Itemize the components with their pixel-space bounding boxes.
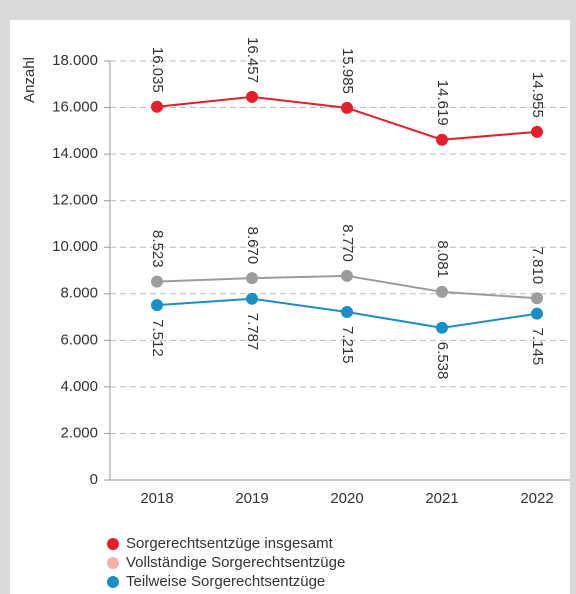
y-tick-label: 10.000 bbox=[52, 238, 98, 255]
point bbox=[246, 272, 258, 285]
data-label: 8.770 bbox=[339, 224, 356, 262]
point bbox=[531, 125, 543, 138]
data-label: 7.810 bbox=[529, 247, 546, 285]
y-tick-label: 6.000 bbox=[60, 331, 98, 348]
data-label: 8.670 bbox=[244, 227, 261, 265]
x-tick-label: 2020 bbox=[330, 490, 363, 507]
legend-marker bbox=[107, 557, 119, 569]
y-tick-label: 8.000 bbox=[60, 285, 98, 302]
data-label: 7.145 bbox=[529, 328, 546, 366]
legend-label: Teilweise Sorgerechtsentzüge bbox=[126, 573, 325, 590]
point bbox=[151, 275, 163, 288]
legend-marker bbox=[107, 538, 119, 550]
point bbox=[436, 321, 448, 334]
y-axis-label: Anzahl bbox=[21, 57, 38, 103]
y-tick-label: 16.000 bbox=[52, 99, 98, 116]
point bbox=[531, 292, 543, 305]
data-label: 6.538 bbox=[434, 342, 451, 380]
point bbox=[151, 299, 163, 312]
data-label: 7.787 bbox=[244, 313, 261, 351]
data-label: 16.457 bbox=[244, 37, 261, 83]
data-label: 8.081 bbox=[434, 240, 451, 278]
y-tick-label: 4.000 bbox=[60, 378, 98, 395]
y-tick-label: 12.000 bbox=[52, 192, 98, 209]
legend-marker bbox=[107, 576, 119, 588]
x-tick-label: 2022 bbox=[520, 490, 553, 507]
x-tick-label: 2018 bbox=[140, 490, 173, 507]
point bbox=[341, 101, 353, 114]
legend-label: Sorgerechtsentzüge insgesamt bbox=[126, 535, 334, 552]
x-tick-label: 2021 bbox=[425, 490, 458, 507]
point bbox=[436, 285, 448, 298]
data-label: 14.955 bbox=[529, 72, 546, 118]
data-label: 15.985 bbox=[339, 48, 356, 94]
x-tick-label: 2019 bbox=[235, 490, 268, 507]
point bbox=[246, 90, 258, 103]
point bbox=[436, 133, 448, 146]
data-label: 16.035 bbox=[149, 47, 166, 93]
point bbox=[151, 100, 163, 113]
data-label: 14.619 bbox=[434, 80, 451, 126]
y-tick-label: 2.000 bbox=[60, 424, 98, 441]
y-tick-label: 14.000 bbox=[52, 145, 98, 162]
point bbox=[531, 307, 543, 320]
data-label: 8.523 bbox=[149, 230, 166, 268]
point bbox=[341, 306, 353, 319]
legend-label: Vollständige Sorgerechtsentzüge bbox=[126, 554, 345, 571]
panel bbox=[10, 20, 570, 594]
data-label: 7.215 bbox=[339, 326, 356, 364]
y-tick-label: 0 bbox=[90, 471, 98, 488]
data-label: 7.512 bbox=[149, 319, 166, 357]
point bbox=[341, 269, 353, 282]
point bbox=[246, 292, 258, 305]
y-tick-label: 18.000 bbox=[52, 52, 98, 69]
